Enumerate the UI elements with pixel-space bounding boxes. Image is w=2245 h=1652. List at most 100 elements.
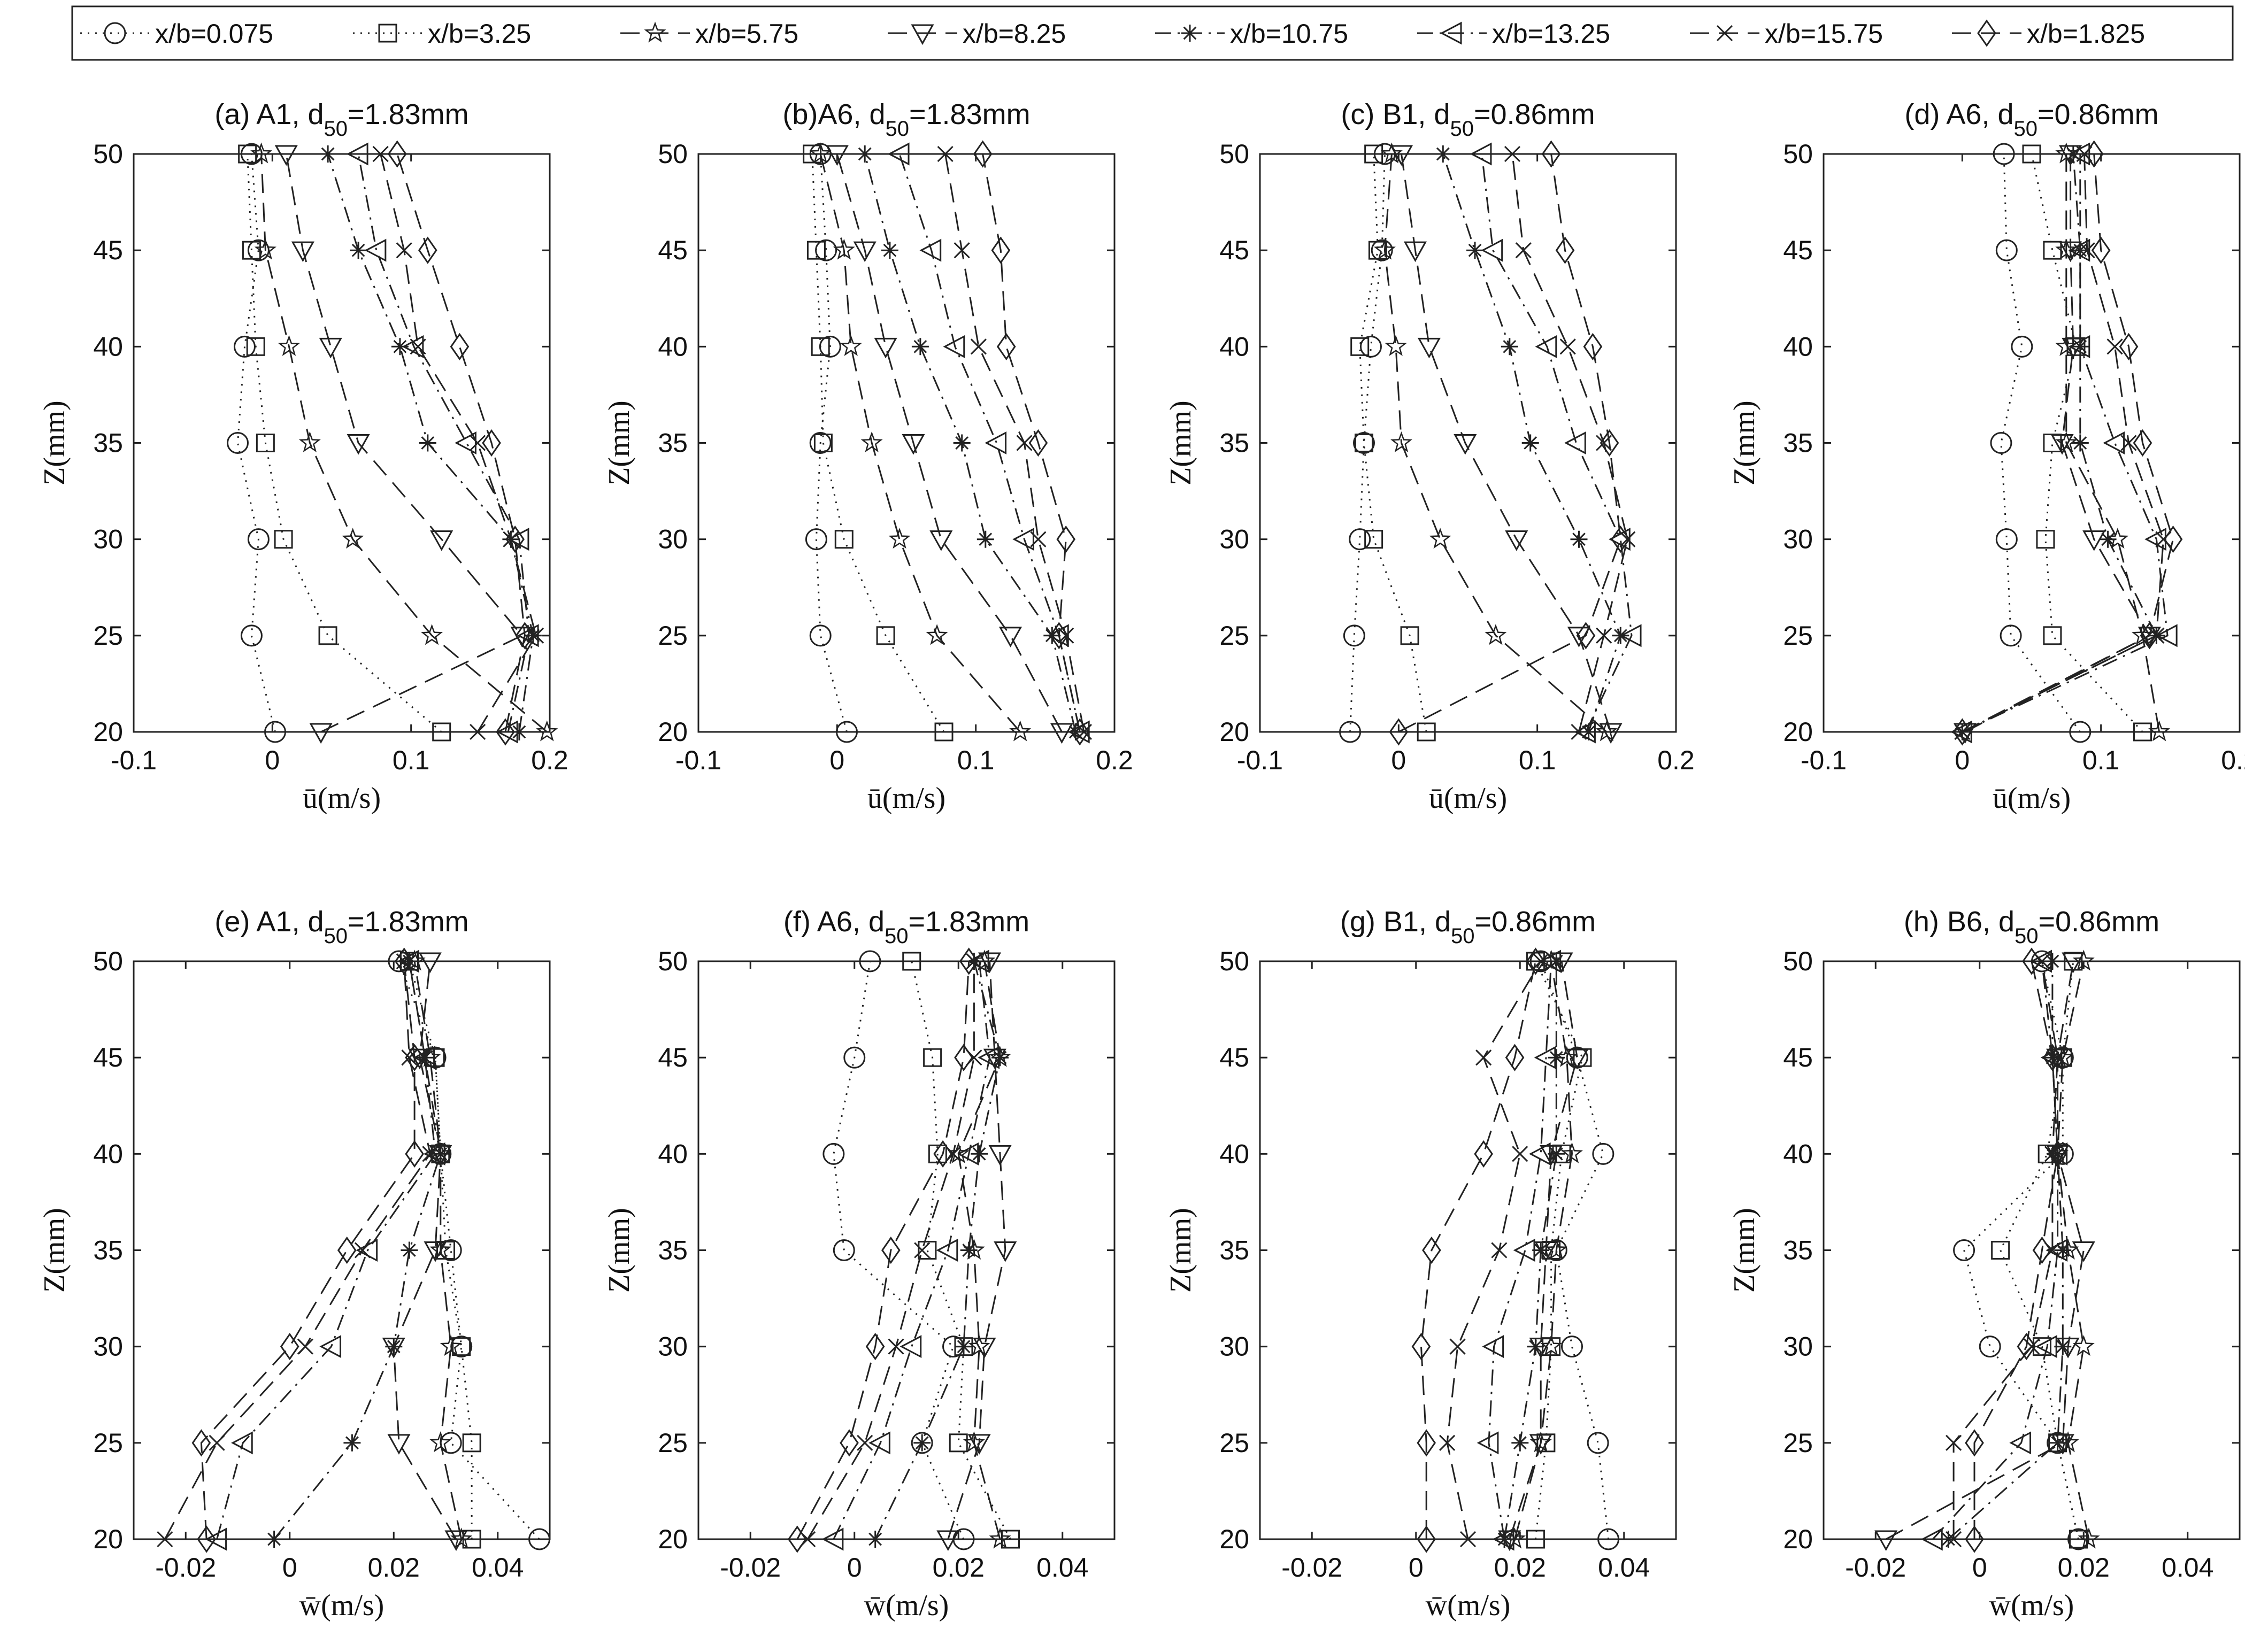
data-point [994, 1241, 1017, 1262]
series-line [285, 153, 524, 733]
x-axis-label: ū(m/s) [1429, 782, 1507, 815]
data-point [1529, 1434, 1552, 1455]
legend-label: x/b=3.25 [428, 19, 531, 49]
data-point [833, 238, 855, 260]
panel-title-subscript: 50 [324, 117, 348, 141]
y-axis-label: Z(mm) [603, 400, 636, 485]
data-point [2069, 721, 2092, 743]
data-point [1380, 142, 1403, 164]
panel-title: (e) A1, d50=1.83mm [214, 906, 468, 948]
data-point [1580, 723, 1597, 740]
data-point [246, 337, 265, 356]
data-point [954, 1044, 973, 1071]
series-x-b-5-75 [250, 142, 558, 742]
series-x-b-1-825 [973, 140, 1089, 746]
series-line [200, 961, 416, 1540]
data-point [1349, 528, 1371, 551]
data-point [517, 624, 539, 647]
data-point [1485, 624, 1507, 645]
data-point [968, 1335, 990, 1356]
x-tick-label: -0.1 [1237, 745, 1283, 775]
data-point [1600, 429, 1619, 457]
data-point [372, 145, 389, 163]
legend-entry-x-b-3-25: x/b=3.25 [353, 19, 531, 49]
data-point [1482, 1335, 1504, 1358]
y-tick-label: 50 [1219, 139, 1249, 169]
data-point [881, 1236, 901, 1264]
data-point [821, 1527, 844, 1551]
data-point [1505, 530, 1528, 551]
legend: x/b=0.075 x/b=3.25 x/b=5.75 x/b=8.25 x/b=10.… [71, 5, 2234, 61]
x-tick-label: 0.04 [472, 1553, 524, 1582]
panel-title-suffix: =1.83mm [908, 906, 1029, 938]
y-tick-label: 30 [1783, 1332, 1813, 1362]
data-point [2032, 1236, 2052, 1264]
series-line [1962, 153, 2174, 733]
data-point [911, 1432, 933, 1454]
panel-e-a1: (e) A1, d50=1.83mm-0.02 0 0.02 0.0420253035… [38, 906, 551, 1622]
y-tick-label: 45 [658, 1043, 688, 1072]
legend-entry-x-b-0-075: x/b=0.075 [80, 19, 273, 49]
y-tick-label: 30 [658, 524, 688, 554]
y-tick-label: 30 [93, 524, 123, 554]
data-point [949, 1433, 968, 1453]
legend-entry-x-b-8-25: x/b=8.25 [888, 19, 1066, 49]
data-point [822, 1142, 845, 1165]
series-x-b-5-75 [1373, 142, 1618, 742]
series-x-b-15-75 [1946, 953, 2066, 1548]
series-line [833, 961, 991, 1540]
y-tick-label: 30 [1219, 524, 1249, 554]
panel-c-b1: (c) B1, d50=0.86mm-0.1 0 0.1 0.220253035404… [1164, 98, 1695, 815]
panel-title-subscript: 50 [2015, 924, 2039, 948]
data-point [1995, 528, 2018, 551]
panel-f-a6: (f) A6, d50=1.83mm-0.02 0 0.02 0.0420253035… [603, 906, 1116, 1622]
y-tick-label: 35 [1783, 428, 1813, 458]
data-point [2133, 722, 2152, 742]
x-tick-label: 0.2 [2221, 745, 2245, 775]
panel-title-main: (b)A6, d [782, 98, 885, 130]
star-marker-icon [644, 21, 666, 43]
series-x-b-5-75 [809, 142, 1032, 742]
axes-box [133, 960, 551, 1540]
data-point [2048, 1140, 2067, 1168]
y-axis-label: Z(mm) [38, 1208, 71, 1293]
data-point [364, 238, 387, 262]
data-point [1009, 720, 1032, 742]
y-tick-label: 20 [658, 1524, 688, 1554]
data-point [919, 238, 942, 262]
series-line [1383, 153, 1608, 733]
data-point [2069, 1530, 2088, 1549]
legend-label: x/b=1.825 [2027, 19, 2145, 49]
y-tick-label: 25 [1219, 621, 1249, 651]
data-point [977, 530, 994, 548]
x-tick-label: 0.1 [1519, 745, 1556, 775]
panel-title: (a) A1, d50=1.83mm [214, 98, 468, 141]
panel-title-subscript: 50 [2014, 117, 2038, 141]
data-point [191, 1429, 211, 1457]
data-point [1030, 531, 1047, 547]
data-point [2084, 140, 2104, 168]
data-point [888, 1338, 904, 1355]
axes-box [1259, 960, 1677, 1540]
data-point [1058, 627, 1074, 644]
series-x-b-15-75 [799, 953, 982, 1548]
axes-box [697, 960, 1116, 1540]
data-point [937, 145, 954, 163]
data-point [902, 434, 925, 455]
series-line [1420, 961, 1536, 1539]
data-point [1990, 432, 2012, 454]
data-point [1539, 949, 1562, 973]
data-point [410, 338, 426, 355]
y-tick-label: 35 [1783, 1236, 1813, 1265]
panel-title: (h) B6, d50=0.86mm [1904, 906, 2159, 948]
data-point [319, 1335, 342, 1358]
data-point [2043, 626, 2062, 645]
data-point [913, 1434, 931, 1452]
panel-title: (b)A6, d50=1.83mm [782, 98, 1030, 141]
data-point [505, 526, 525, 553]
data-point [815, 239, 837, 261]
y-tick-label: 35 [93, 1236, 123, 1265]
data-point [835, 721, 858, 743]
data-point [2163, 526, 2183, 553]
data-point [1921, 1527, 1943, 1551]
